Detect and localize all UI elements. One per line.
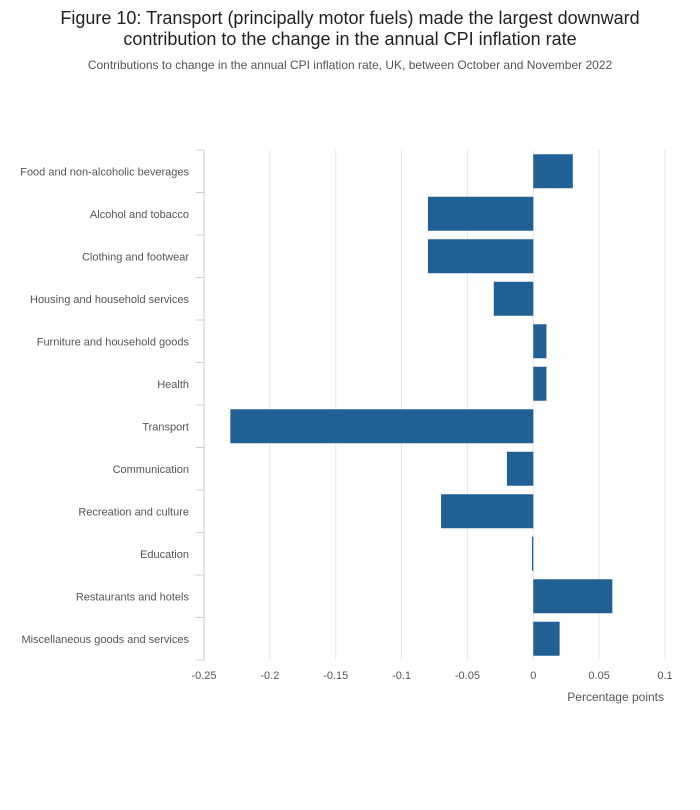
bar (533, 579, 613, 614)
category-label: Miscellaneous goods and services (21, 634, 189, 646)
chart-subtitle: Contributions to change in the annual CP… (87, 58, 613, 72)
x-tick-label: 0.1 (657, 670, 672, 682)
category-label: Alcohol and tobacco (90, 209, 189, 221)
category-label: Communication (113, 464, 189, 476)
bar (427, 196, 534, 231)
x-tick-label: 0 (530, 670, 536, 682)
bar (533, 621, 560, 656)
bar (427, 239, 534, 274)
bar (493, 281, 534, 316)
bars (230, 154, 613, 656)
x-axis-title: Percentage points (567, 690, 664, 704)
bar (533, 366, 547, 401)
x-tick-label: -0.05 (455, 670, 480, 682)
category-label: Recreation and culture (78, 506, 189, 518)
category-label: Health (157, 379, 189, 391)
category-label: Furniture and household goods (37, 336, 190, 348)
bar (533, 324, 547, 359)
category-label: Education (140, 549, 189, 561)
bar (506, 451, 534, 486)
bar (531, 536, 534, 571)
category-labels: Food and non-alcoholic beverages Alcohol … (20, 166, 189, 646)
category-label: Restaurants and hotels (76, 591, 190, 603)
chart-title: Figure 10: Transport (principally motor … (60, 8, 640, 49)
x-tick-labels: -0.25 -0.2 -0.15 -0.1 -0.05 0 0.05 0.1 (191, 670, 672, 682)
category-label: Transport (142, 421, 189, 433)
category-label: Clothing and footwear (82, 251, 189, 263)
x-tick-label: -0.1 (392, 670, 411, 682)
bar (230, 409, 534, 444)
bar (441, 494, 534, 529)
category-axis (196, 149, 205, 661)
bar (533, 154, 573, 189)
x-tick-label: -0.15 (323, 670, 348, 682)
x-tick-label: -0.25 (191, 670, 216, 682)
category-label: Housing and household services (30, 294, 189, 306)
x-tick-label: -0.2 (260, 670, 279, 682)
category-label: Food and non-alcoholic beverages (20, 166, 189, 178)
x-tick-label: 0.05 (588, 670, 609, 682)
grid-lines (269, 150, 666, 660)
